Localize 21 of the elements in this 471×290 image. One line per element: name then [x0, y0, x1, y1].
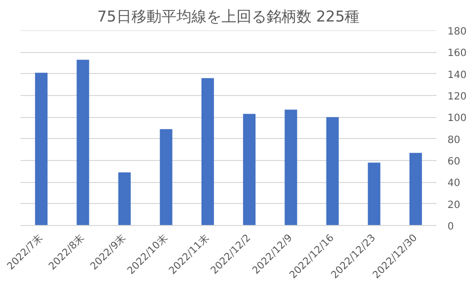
chart-title: 75日移動平均線を上回る銘柄数 225種: [97, 8, 360, 26]
bar: [76, 60, 90, 226]
bar: [326, 117, 339, 226]
y-tick-label: 160: [448, 48, 467, 60]
y-tick-label: 120: [448, 92, 467, 102]
bar: [368, 162, 380, 226]
bar: [35, 72, 48, 226]
bar: [160, 129, 172, 226]
bar: [409, 152, 422, 226]
y-tick-label: 40: [448, 178, 460, 190]
bar: [201, 78, 214, 226]
bar: [243, 114, 256, 226]
y-tick-label: 180: [448, 26, 467, 38]
bar: [284, 110, 298, 226]
y-tick-label: 80: [448, 134, 460, 146]
y-tick-label: 140: [448, 70, 467, 81]
bar: [118, 172, 131, 226]
y-tick-label: 100: [448, 113, 467, 124]
y-tick-label: 60: [448, 156, 460, 168]
y-tick-label: 20: [448, 200, 460, 211]
y-tick-label: 0: [448, 222, 454, 232]
